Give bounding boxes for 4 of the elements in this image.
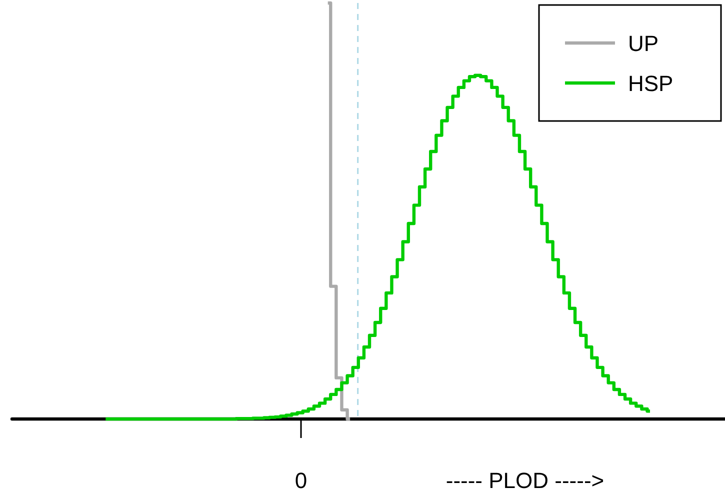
legend-label: UP [628,31,659,56]
x-axis-title: ----- PLOD -----> [446,468,604,493]
text: 0 [294,468,308,493]
legend-label: HSP [628,71,674,96]
